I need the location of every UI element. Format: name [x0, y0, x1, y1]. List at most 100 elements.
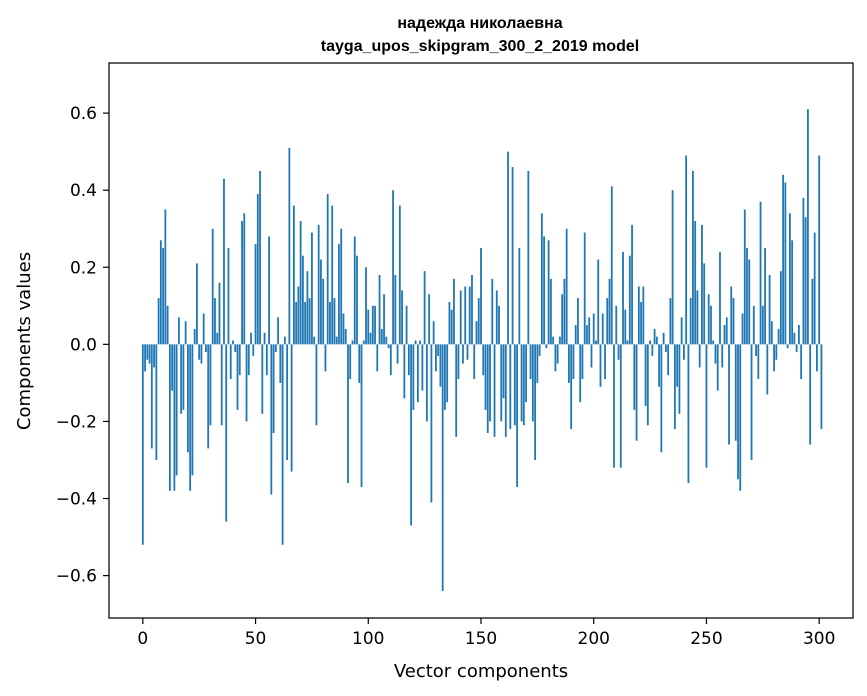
bar: [707, 294, 710, 345]
bar: [265, 344, 268, 376]
bar: [277, 317, 279, 345]
bar: [676, 344, 679, 387]
bar: [543, 236, 546, 345]
x-tick-label: 250: [690, 629, 722, 649]
bar: [685, 155, 688, 345]
bar: [155, 344, 158, 460]
bar: [480, 248, 482, 345]
bar: [768, 274, 771, 345]
bar: [444, 344, 446, 410]
bar: [637, 286, 640, 345]
bar: [335, 336, 338, 345]
bar: [200, 344, 203, 364]
bar: [583, 232, 586, 345]
bar: [586, 325, 588, 345]
bar: [606, 298, 609, 345]
bar: [416, 344, 419, 403]
bar: [701, 224, 703, 345]
bar: [299, 221, 302, 345]
bar: [520, 344, 523, 422]
bar: [453, 278, 455, 345]
bar: [425, 344, 428, 422]
bar: [755, 344, 757, 356]
bar: [545, 344, 548, 349]
bar: [166, 305, 169, 345]
bar: [162, 248, 165, 345]
bar: [412, 344, 415, 410]
y-axis: −0.6 −0.4 −0.2 0.0 0.2 0.4 0.6: [56, 104, 109, 587]
bar: [500, 344, 503, 422]
bar: [549, 278, 552, 345]
x-axis: 0 50 100 150 200 250 300: [137, 618, 835, 649]
bar: [367, 309, 370, 345]
bar: [800, 344, 803, 380]
bar: [495, 290, 498, 345]
bar: [631, 224, 633, 345]
bar: [322, 278, 325, 345]
bar: [554, 344, 557, 372]
bar: [633, 344, 636, 410]
bar: [396, 344, 399, 364]
bar: [281, 344, 284, 545]
bar: [146, 344, 149, 360]
bar: [229, 344, 232, 380]
x-tick-label: 0: [137, 629, 148, 649]
bar: [534, 344, 537, 460]
y-axis-label: Components values: [14, 252, 35, 430]
bar: [572, 344, 575, 380]
y-tick-label: 0.0: [70, 335, 97, 355]
bar: [268, 236, 270, 345]
bar: [486, 344, 489, 433]
bar: [466, 344, 469, 360]
bar: [263, 332, 266, 345]
bar: [450, 309, 453, 345]
bar: [270, 344, 273, 495]
bar: [737, 344, 739, 480]
bar: [414, 340, 417, 345]
bar: [804, 217, 807, 345]
bar: [286, 344, 289, 460]
bar: [764, 248, 766, 345]
bar: [516, 344, 518, 487]
bar: [741, 313, 744, 345]
bar: [522, 344, 525, 426]
bar: [272, 344, 275, 433]
bar: [234, 344, 237, 353]
bar: [658, 344, 661, 387]
bar: [448, 301, 451, 345]
bar: [295, 301, 298, 345]
bar: [664, 344, 667, 353]
bar: [301, 255, 304, 345]
bar: [673, 344, 676, 430]
bar: [457, 344, 460, 380]
bar: [342, 313, 345, 345]
bar: [247, 344, 250, 376]
bar: [189, 344, 192, 491]
bar: [471, 274, 473, 345]
bar: [759, 201, 762, 345]
x-tick-label: 300: [803, 629, 835, 649]
bar: [809, 344, 812, 445]
bar: [184, 321, 187, 345]
bar: [238, 344, 241, 376]
bar: [225, 344, 228, 522]
bar: [144, 344, 146, 372]
bar: [507, 151, 509, 345]
bar: [245, 344, 248, 422]
bar: [405, 305, 408, 345]
bar: [743, 209, 746, 345]
bar: [734, 344, 737, 441]
bar: [640, 301, 642, 345]
bar: [484, 344, 487, 410]
bar: [581, 344, 584, 380]
bar: [349, 344, 352, 380]
bar: [437, 344, 440, 356]
bar: [613, 344, 615, 468]
bar: [292, 205, 295, 345]
bar: [317, 224, 320, 345]
bar: [198, 344, 201, 360]
bar: [723, 325, 726, 345]
bar: [491, 278, 494, 345]
bar: [369, 332, 372, 345]
bar: [191, 344, 194, 476]
